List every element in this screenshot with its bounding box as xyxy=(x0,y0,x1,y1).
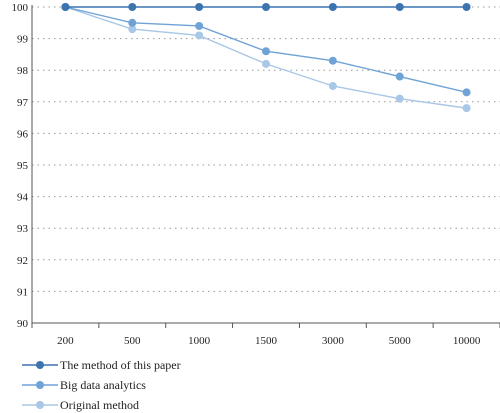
data-point xyxy=(462,3,471,11)
legend-label: Original method xyxy=(60,398,139,412)
data-point xyxy=(395,72,404,81)
y-tick-label-92: 92 xyxy=(17,255,28,267)
x-tick-label-1500: 1500 xyxy=(255,335,278,347)
legend-label: Big data analytics xyxy=(60,378,146,392)
legend-label: The method of this paper xyxy=(60,358,181,372)
data-point xyxy=(328,3,337,11)
legend-item-1: Big data analytics xyxy=(22,378,146,392)
y-tick-label-98: 98 xyxy=(17,65,29,77)
data-point xyxy=(262,59,270,68)
series-0 xyxy=(61,3,471,11)
axes: 90 91 92 93 94 95 96 97 98 99 100 200 500 1000 1500 300… xyxy=(12,2,500,347)
y-tick-label-97: 97 xyxy=(17,97,29,109)
legend-marker xyxy=(36,401,44,409)
series xyxy=(61,3,471,113)
data-point xyxy=(462,88,471,97)
data-point xyxy=(328,82,337,90)
data-point xyxy=(262,47,270,56)
data-point xyxy=(61,3,70,11)
data-point xyxy=(328,56,337,65)
series-line-2 xyxy=(65,6,467,109)
data-point xyxy=(128,3,137,11)
y-tick-label-91: 91 xyxy=(17,286,28,298)
x-tick-label-200: 200 xyxy=(57,335,74,347)
x-tick-label-5000: 5000 xyxy=(389,335,412,347)
legend-marker xyxy=(36,361,44,369)
data-point xyxy=(395,3,404,11)
data-point xyxy=(462,104,471,113)
data-point xyxy=(195,3,204,11)
x-tick-label-1000: 1000 xyxy=(188,335,211,347)
series-1 xyxy=(61,3,471,97)
y-tick-label-100: 100 xyxy=(12,2,29,14)
y-tick-label-99: 99 xyxy=(17,34,29,46)
data-point xyxy=(395,94,404,103)
data-point xyxy=(128,25,137,34)
legend-marker xyxy=(36,381,44,389)
y-tick-label-95: 95 xyxy=(17,160,29,172)
data-point xyxy=(195,31,204,40)
y-tick-label-94: 94 xyxy=(17,192,29,204)
legend-item-2: Original method xyxy=(22,398,139,412)
legend: The method of this paper Big data analyti… xyxy=(22,358,181,412)
legend-item-0: The method of this paper xyxy=(22,358,181,372)
data-point xyxy=(195,21,204,30)
x-tick-label-500: 500 xyxy=(124,335,141,347)
y-tick-label-90: 90 xyxy=(17,318,29,330)
y-tick-label-96: 96 xyxy=(17,128,29,140)
data-point xyxy=(128,18,137,27)
x-tick-label-10000: 10000 xyxy=(453,335,481,347)
series-2 xyxy=(61,3,471,113)
data-point xyxy=(262,3,270,11)
x-tick-label-3000: 3000 xyxy=(322,335,345,347)
y-tick-label-93: 93 xyxy=(17,223,29,235)
